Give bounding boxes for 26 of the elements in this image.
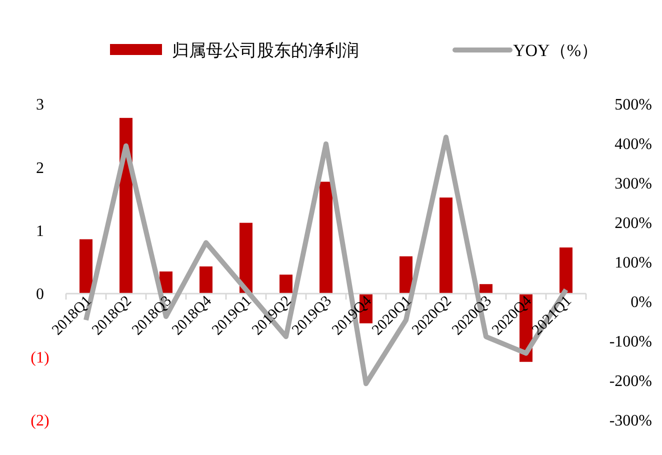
y2-tick-label: -100% <box>609 334 652 351</box>
y2-tick-label: 500% <box>614 96 652 114</box>
y2-tick-label: -200% <box>609 373 652 390</box>
y2-tick-label: 100% <box>614 254 652 272</box>
y-tick-label: 2 <box>36 160 44 177</box>
bar <box>200 266 212 294</box>
y-tick-label: (1) <box>30 349 50 366</box>
y-tick-label: 1 <box>36 223 44 240</box>
y2-tick-label: 400% <box>614 136 652 154</box>
y2-tick-label: 200% <box>614 215 652 232</box>
legend-label: YOY（%） <box>513 40 598 60</box>
bar <box>440 198 452 294</box>
y2-tick-label: 0% <box>630 294 652 312</box>
bar <box>320 182 332 294</box>
bar <box>400 256 412 294</box>
legend-label: 归属母公司股东的净利润 <box>172 40 359 60</box>
y-tick-label: 0 <box>36 286 44 304</box>
bar <box>480 284 492 294</box>
y-tick-label: (2) <box>30 412 50 430</box>
y2-tick-label: -300% <box>609 412 652 430</box>
bar <box>240 222 252 294</box>
y-tick-label: 3 <box>36 96 44 114</box>
y2-tick-label: 300% <box>614 176 652 193</box>
bar <box>280 274 292 294</box>
bar <box>80 239 92 294</box>
bar <box>560 247 572 294</box>
